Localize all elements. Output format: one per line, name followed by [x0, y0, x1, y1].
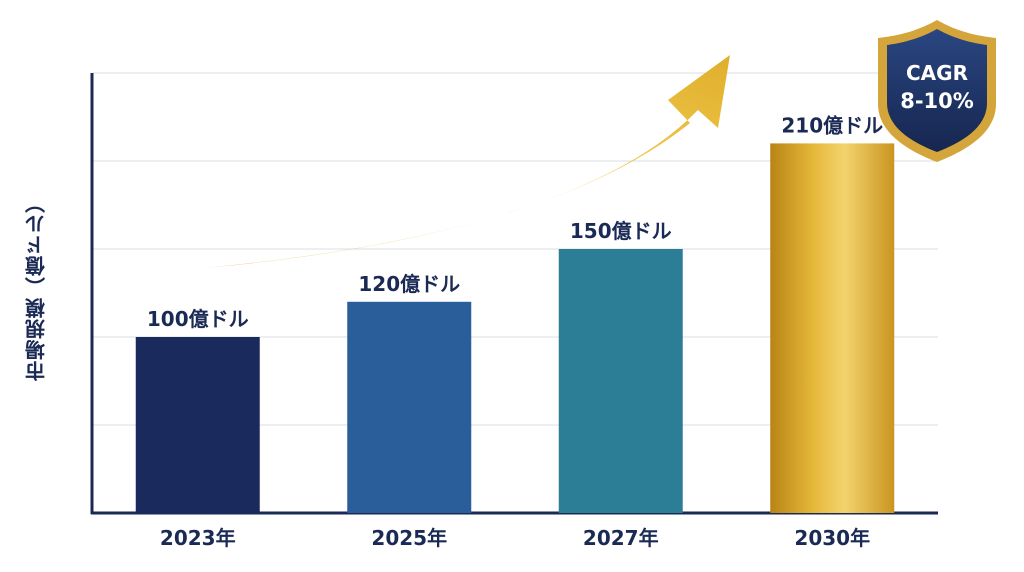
x-tick-label: 2025年 — [371, 526, 447, 550]
data-label: 150億ドル — [570, 219, 672, 243]
x-tick-labels: 2023年 2025年 2027年 2030年 — [160, 526, 870, 550]
x-tick-label: 2030年 — [794, 526, 870, 550]
x-tick-label: 2027年 — [583, 526, 659, 550]
badge-line-1: CAGR — [906, 61, 968, 85]
cagr-badge: CAGR 8-10% — [878, 20, 996, 162]
badge-line-2: 8-10% — [900, 89, 974, 113]
bar — [770, 143, 895, 513]
data-label: 120億ドル — [358, 272, 460, 296]
bar — [347, 301, 472, 513]
bar — [558, 249, 683, 513]
x-tick-label: 2023年 — [160, 526, 236, 550]
data-label: 210億ドル — [781, 113, 883, 137]
bar — [135, 337, 260, 513]
shield-icon — [887, 29, 987, 152]
data-label: 100億ドル — [147, 307, 249, 331]
bars — [135, 143, 895, 513]
data-labels: 100億ドル 120億ドル 150億ドル 210億ドル — [147, 113, 883, 331]
